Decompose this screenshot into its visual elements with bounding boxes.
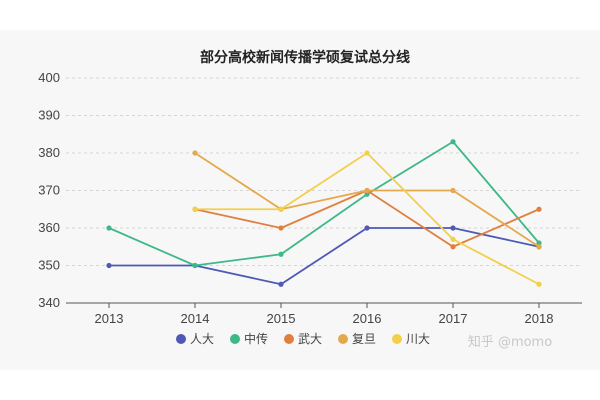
legend-item[interactable]: 中传	[230, 331, 268, 346]
legend-label: 复旦	[352, 332, 376, 346]
legend-marker	[284, 334, 294, 344]
series-line	[109, 227, 540, 286]
watermark: 知乎 @momo	[468, 334, 552, 350]
legend-item[interactable]: 复旦	[338, 332, 376, 346]
data-point	[192, 262, 198, 269]
data-point	[192, 150, 198, 156]
y-tick-label: 360	[38, 220, 60, 235]
legend-marker	[392, 334, 402, 344]
legend-marker	[230, 334, 240, 344]
legend: 人大 中传 武大 复旦 川大	[176, 331, 430, 346]
legend-marker	[338, 334, 348, 344]
x-tick-label: 2017	[439, 311, 468, 326]
y-tick-label: 400	[38, 70, 60, 85]
gridlines	[66, 77, 582, 266]
legend-item[interactable]: 人大	[176, 332, 214, 346]
series-3	[192, 150, 542, 250]
x-tick-label: 2016	[353, 311, 382, 326]
y-tick-label: 370	[38, 183, 60, 198]
data-point	[106, 262, 112, 269]
y-tick-label: 340	[38, 295, 60, 310]
data-point	[278, 251, 284, 257]
series-lines	[106, 139, 542, 287]
chart-title: 部分高校新闻传播学硕复试总分线	[200, 49, 410, 66]
series-line	[108, 140, 540, 267]
data-point	[536, 281, 542, 287]
legend-label: 中传	[244, 331, 268, 346]
data-point	[278, 206, 284, 212]
data-point	[364, 225, 370, 231]
data-point	[450, 236, 456, 242]
legend-label: 人大	[190, 332, 214, 346]
data-point	[450, 139, 456, 145]
data-point	[536, 240, 542, 246]
legend-label: 武大	[298, 332, 322, 346]
data-point	[536, 206, 542, 212]
legend-item[interactable]: 武大	[284, 332, 322, 346]
data-point	[106, 225, 112, 231]
series-4	[192, 150, 542, 287]
series-2	[192, 187, 542, 250]
y-tick-label: 380	[38, 145, 60, 160]
legend-marker	[176, 334, 186, 344]
x-tick-label: 2013	[95, 311, 124, 326]
data-point	[450, 187, 456, 194]
x-tick-label: 2015	[267, 311, 296, 326]
data-point	[278, 225, 284, 231]
series-1	[106, 139, 542, 269]
data-point	[364, 150, 370, 156]
x-tick-label: 2014	[181, 311, 210, 326]
data-point	[450, 225, 456, 231]
data-point	[364, 191, 370, 197]
data-point	[536, 244, 542, 250]
data-point	[192, 206, 198, 212]
y-tick-label: 350	[38, 258, 60, 273]
series-line	[195, 152, 540, 286]
data-point	[450, 244, 456, 250]
x-tick-label: 2018	[525, 311, 554, 326]
axes: 340 350 360 370 380 390 400 2013 2014 2015 2016 201…	[38, 70, 582, 326]
series-line	[194, 189, 540, 248]
data-point	[278, 281, 284, 287]
chart-card	[0, 30, 600, 370]
y-tick-label: 390	[38, 108, 60, 123]
legend-label: 川大	[406, 332, 430, 346]
legend-item[interactable]: 川大	[392, 332, 430, 346]
data-point	[364, 187, 370, 194]
